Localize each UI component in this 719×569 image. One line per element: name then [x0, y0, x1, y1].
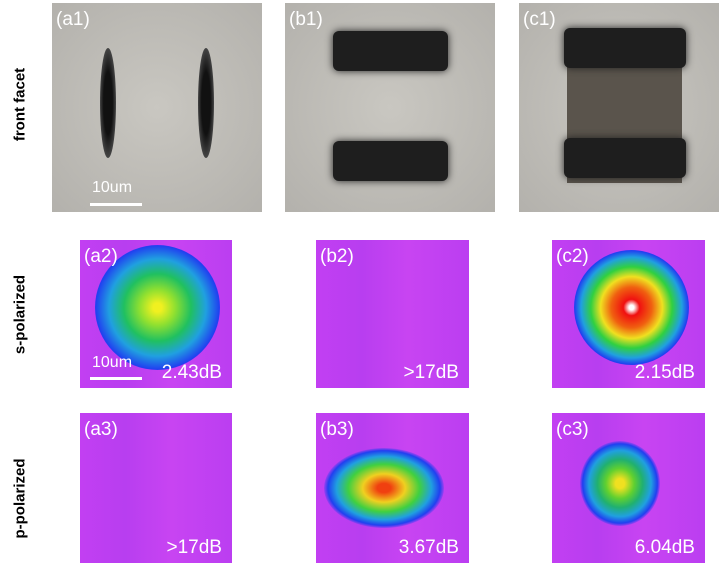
- panel-label: (c2): [556, 246, 589, 268]
- scale-bar: [90, 377, 142, 380]
- slit: [100, 48, 116, 158]
- extinction: 2.43dB: [162, 362, 222, 384]
- panel-label: (b3): [320, 419, 354, 441]
- panel-label: (b2): [320, 246, 354, 268]
- panel-label: (a3): [84, 419, 118, 441]
- extinction: 3.67dB: [399, 537, 459, 559]
- panel: (a3) >17dB: [80, 413, 232, 563]
- block: [333, 31, 448, 71]
- extinction: 6.04dB: [635, 537, 695, 559]
- panel: (c1): [519, 3, 719, 212]
- row-label: front facet: [12, 35, 29, 175]
- panel: (b1): [285, 3, 495, 212]
- extinction: >17dB: [404, 362, 459, 384]
- scale-text: 10um: [92, 179, 132, 197]
- panel: (c2) 2.15dB: [552, 240, 705, 388]
- panel-label: (a1): [56, 9, 90, 31]
- slit: [198, 48, 214, 158]
- figure: front facet s-polarized p-polarized (a1)…: [0, 0, 719, 563]
- beam-spot: [324, 448, 444, 528]
- block: [564, 28, 686, 68]
- panel: (b2) >17dB: [316, 240, 469, 388]
- extinction: 2.15dB: [635, 362, 695, 384]
- panel-label: (c3): [556, 419, 589, 441]
- panel-label: (c1): [523, 9, 556, 31]
- panel-label: (b1): [289, 9, 323, 31]
- block: [564, 138, 686, 178]
- panel-label: (a2): [84, 246, 118, 268]
- extinction: >17dB: [167, 537, 222, 559]
- scale-bar: [90, 203, 142, 206]
- panel: (a1) 10um: [52, 3, 262, 212]
- row-label: s-polarized: [12, 245, 29, 385]
- scale-text: 10um: [92, 354, 132, 372]
- panel: (a2) 2.43dB 10um: [80, 240, 232, 388]
- beam-spot: [574, 250, 689, 365]
- panel: (b3) 3.67dB: [316, 413, 469, 563]
- beam-spot: [580, 441, 660, 526]
- row-label: p-polarized: [12, 429, 29, 569]
- panel: (c3) 6.04dB: [552, 413, 705, 563]
- block: [333, 141, 448, 181]
